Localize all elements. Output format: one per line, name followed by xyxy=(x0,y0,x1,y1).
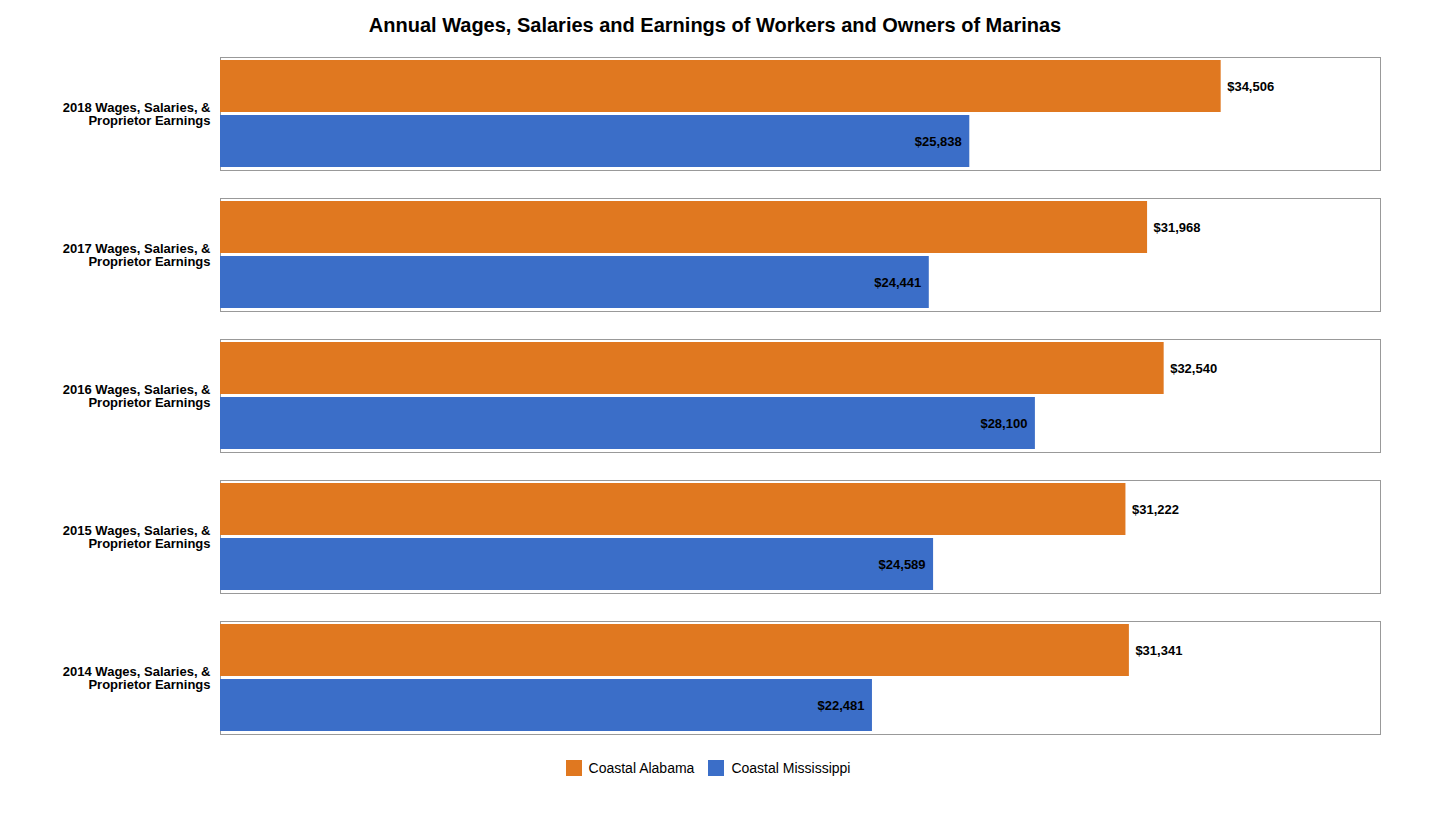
svg-text:$24,441: $24,441 xyxy=(874,275,921,290)
svg-text:2015 Wages, Salaries, &Proprie: 2015 Wages, Salaries, &Proprietor Earnin… xyxy=(63,523,211,551)
svg-text:$22,481: $22,481 xyxy=(817,698,864,713)
svg-text:$28,100: $28,100 xyxy=(980,416,1027,431)
svg-text:$34,506: $34,506 xyxy=(1227,79,1274,94)
svg-text:$31,341: $31,341 xyxy=(1135,643,1182,658)
svg-text:2017 Wages, Salaries, &Proprie: 2017 Wages, Salaries, &Proprietor Earnin… xyxy=(63,241,211,269)
svg-text:$24,589: $24,589 xyxy=(879,557,926,572)
html-text:Coastal Mississippi: Coastal Mississippi xyxy=(731,759,851,776)
svg-text:2018 Wages, Salaries, &Proprie: 2018 Wages, Salaries, &Proprietor Earnin… xyxy=(63,100,211,128)
svg-text:$31,222: $31,222 xyxy=(1132,502,1179,517)
svg-text:$32,540: $32,540 xyxy=(1170,361,1217,376)
svg-text:2016 Wages, Salaries, &Proprie: 2016 Wages, Salaries, &Proprietor Earnin… xyxy=(63,382,211,410)
html-text:Coastal Alabama: Coastal Alabama xyxy=(588,759,695,776)
html-text:Annual Wages, Salaries and Ear: Annual Wages, Salaries and Earnings of W… xyxy=(368,14,1062,36)
svg-text:2014 Wages, Salaries, &Proprie: 2014 Wages, Salaries, &Proprietor Earnin… xyxy=(63,664,211,692)
svg-text:$31,968: $31,968 xyxy=(1154,220,1201,235)
svg-text:$25,838: $25,838 xyxy=(915,134,962,149)
